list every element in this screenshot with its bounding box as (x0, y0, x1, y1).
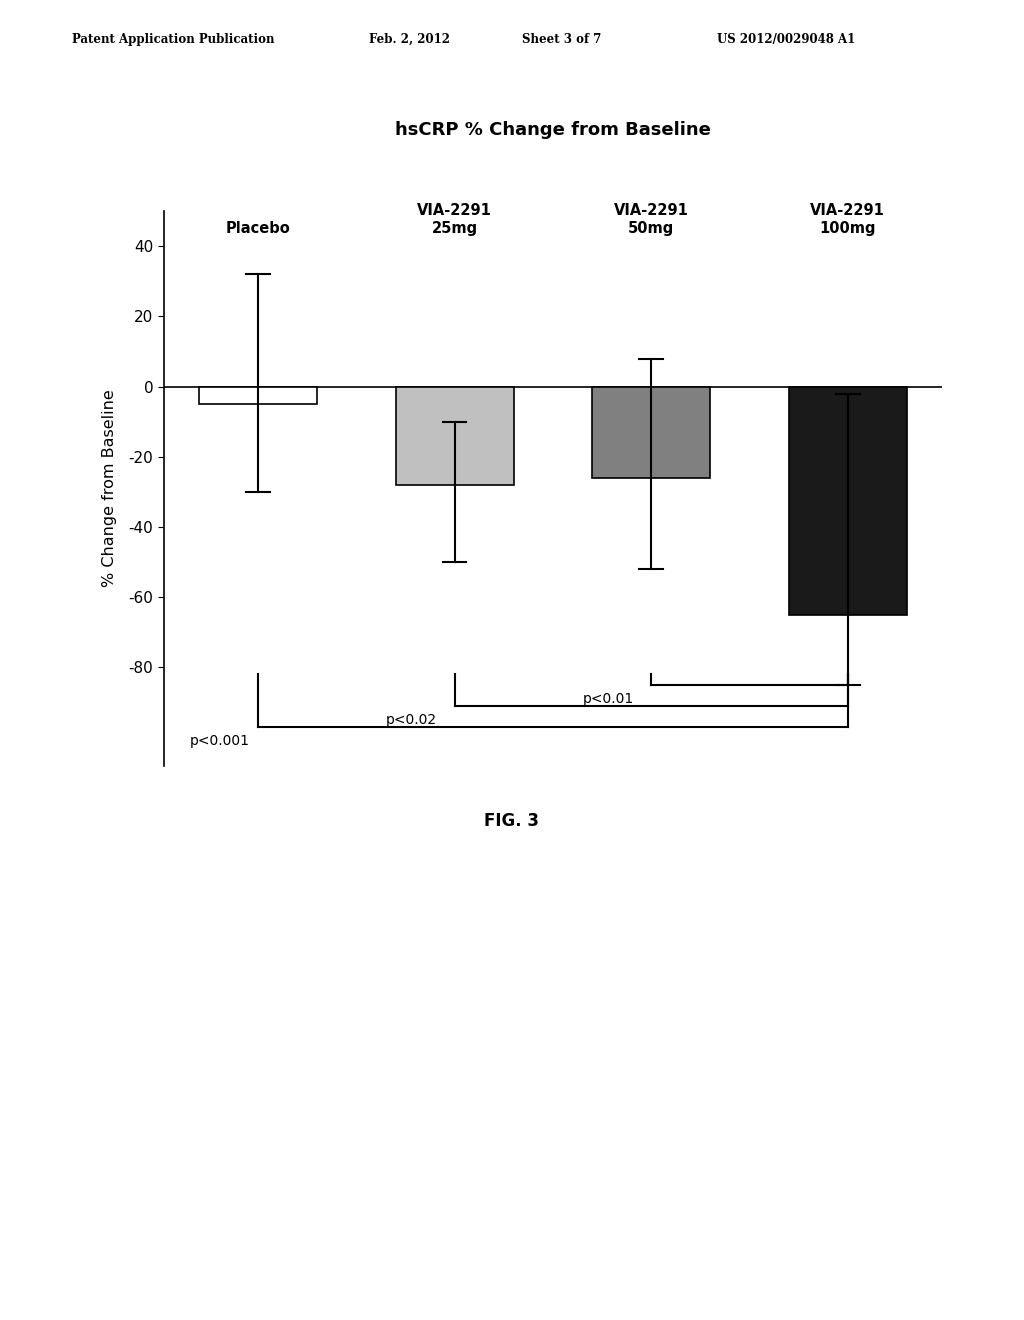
Text: p<0.001: p<0.001 (189, 734, 250, 748)
Text: US 2012/0029048 A1: US 2012/0029048 A1 (717, 33, 855, 46)
Y-axis label: % Change from Baseline: % Change from Baseline (102, 389, 118, 587)
Text: FIG. 3: FIG. 3 (484, 812, 540, 830)
Title: hsCRP % Change from Baseline: hsCRP % Change from Baseline (395, 121, 711, 139)
Bar (592, 387, 711, 478)
Text: VIA-2291
25mg: VIA-2291 25mg (417, 203, 493, 236)
Text: Sheet 3 of 7: Sheet 3 of 7 (522, 33, 602, 46)
Text: p<0.01: p<0.01 (583, 692, 634, 706)
Bar (200, 387, 317, 404)
Text: Patent Application Publication: Patent Application Publication (72, 33, 274, 46)
Text: Feb. 2, 2012: Feb. 2, 2012 (369, 33, 450, 46)
Text: VIA-2291
50mg: VIA-2291 50mg (613, 203, 689, 236)
Text: p<0.02: p<0.02 (386, 713, 437, 727)
Text: Placebo: Placebo (226, 220, 291, 236)
Bar (788, 387, 906, 615)
Bar (395, 387, 514, 484)
Text: VIA-2291
100mg: VIA-2291 100mg (810, 203, 885, 236)
